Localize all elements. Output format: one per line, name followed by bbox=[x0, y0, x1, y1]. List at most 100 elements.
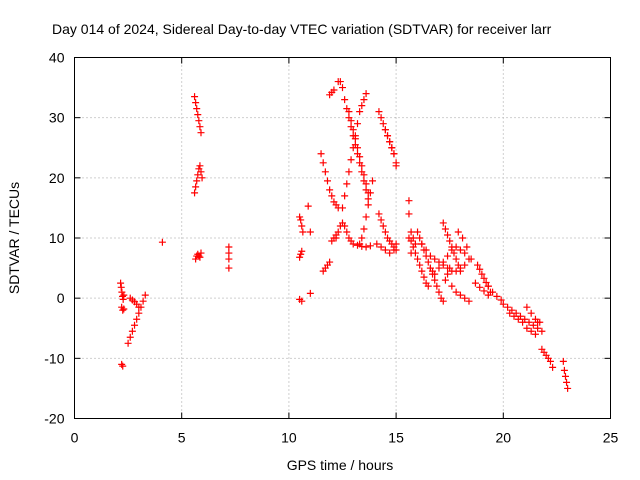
data-point bbox=[192, 183, 200, 191]
data-point bbox=[196, 162, 204, 170]
data-point bbox=[117, 279, 125, 287]
data-point bbox=[386, 249, 394, 257]
data-point bbox=[474, 261, 482, 269]
y-tick-label: 30 bbox=[49, 110, 65, 126]
data-point bbox=[426, 252, 434, 260]
chart-title: Day 014 of 2024, Sidereal Day-to-day VTE… bbox=[52, 21, 552, 37]
series-arc-10c bbox=[296, 295, 306, 305]
series-arc-22a bbox=[534, 318, 546, 335]
data-point bbox=[527, 327, 535, 335]
x-tick-label: 5 bbox=[178, 430, 186, 446]
data-point bbox=[139, 297, 147, 305]
data-point bbox=[133, 315, 141, 323]
data-point bbox=[366, 189, 374, 197]
series-arc-21b bbox=[538, 345, 557, 371]
series-arc-15a bbox=[405, 197, 419, 257]
data-point bbox=[347, 156, 355, 164]
data-point bbox=[343, 180, 351, 188]
series-arc-12d bbox=[339, 90, 370, 212]
data-point bbox=[534, 318, 542, 326]
data-point bbox=[351, 135, 359, 143]
data-point bbox=[358, 234, 366, 242]
data-point bbox=[225, 255, 233, 263]
data-point bbox=[564, 384, 572, 392]
data-point bbox=[158, 238, 166, 246]
data-point bbox=[452, 255, 460, 263]
data-point bbox=[141, 291, 149, 299]
data-point bbox=[459, 234, 467, 242]
data-point bbox=[225, 249, 233, 257]
data-point bbox=[379, 222, 387, 230]
data-point bbox=[328, 192, 336, 200]
data-point bbox=[452, 288, 460, 296]
data-point bbox=[424, 258, 432, 266]
data-point bbox=[497, 296, 505, 304]
y-tick-label: 10 bbox=[49, 230, 65, 246]
data-point bbox=[126, 333, 134, 341]
data-point bbox=[519, 318, 527, 326]
series-arc-4 bbox=[158, 238, 166, 246]
series-arc-12c bbox=[334, 78, 372, 203]
data-point bbox=[538, 327, 546, 335]
data-point bbox=[377, 216, 385, 224]
data-point bbox=[454, 228, 462, 236]
data-point bbox=[484, 291, 492, 299]
data-point bbox=[358, 102, 366, 110]
data-point bbox=[358, 162, 366, 170]
data-point bbox=[321, 168, 329, 176]
data-point bbox=[444, 270, 452, 278]
data-point bbox=[506, 309, 514, 317]
data-point bbox=[456, 267, 464, 275]
data-point bbox=[441, 225, 449, 233]
data-point bbox=[390, 150, 398, 158]
data-point bbox=[416, 261, 424, 269]
series-arc-19a bbox=[471, 279, 492, 299]
series-arc-10b bbox=[296, 247, 306, 261]
series-arc-2b bbox=[118, 303, 128, 314]
grid bbox=[74, 57, 611, 419]
series-arc-17a bbox=[418, 240, 469, 275]
data-point bbox=[439, 219, 447, 227]
data-point bbox=[392, 162, 400, 170]
data-point bbox=[441, 276, 449, 284]
data-point bbox=[349, 240, 357, 248]
data-point bbox=[306, 289, 314, 297]
data-point bbox=[360, 96, 368, 104]
data-point bbox=[356, 108, 364, 116]
data-point bbox=[356, 153, 364, 161]
data-point bbox=[326, 258, 334, 266]
data-point bbox=[360, 225, 368, 233]
data-point bbox=[560, 366, 568, 374]
data-point bbox=[480, 287, 488, 295]
data-point bbox=[124, 339, 132, 347]
data-point bbox=[433, 282, 441, 290]
series-arc-13b bbox=[356, 177, 377, 248]
data-point bbox=[366, 242, 374, 250]
data-point bbox=[197, 129, 205, 137]
series-arc-10a bbox=[296, 213, 307, 236]
data-point bbox=[297, 216, 305, 224]
data-point bbox=[444, 231, 452, 239]
series-arc-2d bbox=[124, 291, 149, 347]
data-point bbox=[198, 174, 206, 182]
data-point bbox=[377, 114, 385, 122]
data-point bbox=[119, 306, 127, 314]
data-point bbox=[386, 138, 394, 146]
data-point bbox=[414, 255, 422, 263]
data-point bbox=[461, 294, 469, 302]
data-point bbox=[364, 201, 372, 209]
y-tick-label: -10 bbox=[44, 350, 64, 366]
data-point bbox=[546, 357, 554, 365]
data-point bbox=[298, 247, 306, 255]
data-point bbox=[197, 249, 205, 257]
data-point bbox=[407, 228, 415, 236]
data-point bbox=[339, 204, 346, 212]
y-tick-label: 0 bbox=[57, 290, 65, 306]
data-point bbox=[332, 234, 340, 242]
data-point bbox=[362, 243, 370, 251]
y-tick-labels: -20 -10 0 10 20 30 40 bbox=[44, 50, 64, 427]
series-arc-19b bbox=[484, 282, 505, 304]
data-point bbox=[135, 309, 143, 317]
data-point bbox=[193, 177, 201, 185]
